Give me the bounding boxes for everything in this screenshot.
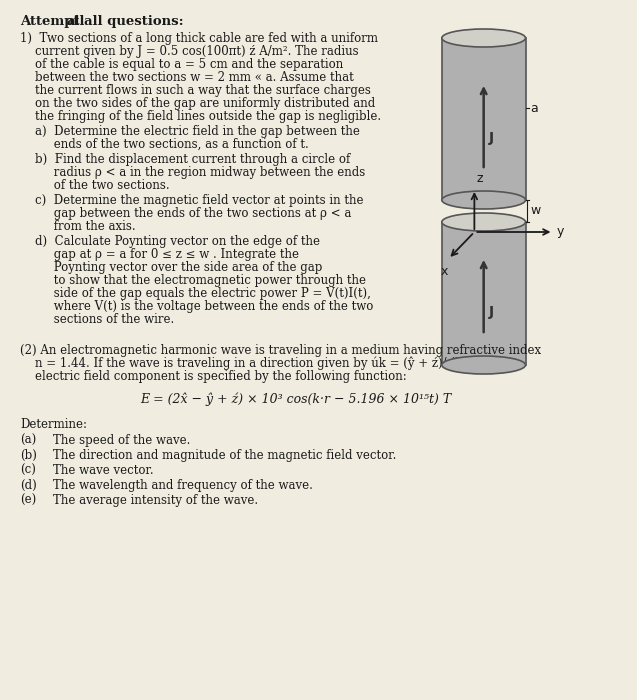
- Text: the fringing of the field lines outside the gap is negligible.: the fringing of the field lines outside …: [20, 110, 382, 123]
- Text: y: y: [556, 225, 564, 239]
- Text: from the axis.: from the axis.: [20, 220, 136, 233]
- Text: on the two sides of the gap are uniformly distributed and: on the two sides of the gap are uniforml…: [20, 97, 376, 110]
- Text: Poynting vector over the side area of the gap: Poynting vector over the side area of th…: [20, 261, 323, 274]
- Text: w: w: [530, 204, 540, 218]
- Text: The wavelength and frequency of the wave.: The wavelength and frequency of the wave…: [53, 479, 313, 492]
- Text: ends of the two sections, as a function of t.: ends of the two sections, as a function …: [20, 138, 309, 151]
- Text: The wave vector.: The wave vector.: [53, 464, 154, 477]
- Text: The direction and magnitude of the magnetic field vector.: The direction and magnitude of the magne…: [53, 449, 396, 462]
- Text: (b): (b): [20, 449, 38, 462]
- Text: side of the gap equals the electric power P = V(t)I(t),: side of the gap equals the electric powe…: [20, 287, 371, 300]
- Text: between the two sections w = 2 mm « a. Assume that: between the two sections w = 2 mm « a. A…: [20, 71, 354, 84]
- Text: The speed of the wave.: The speed of the wave.: [53, 434, 190, 447]
- Text: of the cable is equal to a = 5 cm and the separation: of the cable is equal to a = 5 cm and th…: [20, 58, 344, 71]
- Text: The average intensity of the wave.: The average intensity of the wave.: [53, 494, 258, 507]
- Text: (2) An electromagnetic harmonic wave is traveling in a medium having refractive : (2) An electromagnetic harmonic wave is …: [20, 344, 541, 357]
- Text: Attempt all questions:: Attempt all questions:: [20, 15, 184, 28]
- Text: J: J: [489, 305, 494, 319]
- Text: z: z: [476, 172, 483, 185]
- Text: b)  Find the displacement current through a circle of: b) Find the displacement current through…: [20, 153, 351, 166]
- Text: d)  Calculate Poynting vector on the edge of the: d) Calculate Poynting vector on the edge…: [20, 235, 320, 248]
- Text: gap at ρ = a for 0 ≤ z ≤ w . Integrate the: gap at ρ = a for 0 ≤ z ≤ w . Integrate t…: [20, 248, 299, 261]
- Text: where V(t) is the voltage between the ends of the two: where V(t) is the voltage between the en…: [20, 300, 374, 313]
- Text: all: all: [67, 15, 85, 28]
- Text: Determine:: Determine:: [20, 418, 87, 431]
- Text: sections of the wire.: sections of the wire.: [20, 313, 175, 326]
- Text: J: J: [489, 131, 494, 145]
- Text: (a): (a): [20, 434, 37, 447]
- Text: gap between the ends of the two sections at ρ < a: gap between the ends of the two sections…: [20, 207, 352, 220]
- Text: electric field component is specified by the following function:: electric field component is specified by…: [20, 370, 407, 383]
- Bar: [442, 222, 526, 365]
- Ellipse shape: [442, 191, 526, 209]
- Text: of the two sections.: of the two sections.: [20, 179, 170, 192]
- Text: x: x: [441, 265, 448, 278]
- Text: a)  Determine the electric field in the gap between the: a) Determine the electric field in the g…: [20, 125, 361, 138]
- Bar: [442, 38, 526, 200]
- Text: E = (2x̂ − ŷ + ź) × 10³ cos(k·r − 5.196 × 10¹⁵t) T: E = (2x̂ − ŷ + ź) × 10³ cos(k·r − 5.196 …: [140, 393, 452, 407]
- Text: (e): (e): [20, 494, 37, 507]
- Ellipse shape: [442, 356, 526, 374]
- Text: n = 1.44. If the wave is traveling in a direction given by úk = (ŷ + ź)/√2, and : n = 1.44. If the wave is traveling in a …: [20, 357, 510, 370]
- Text: radius ρ < a in the region midway between the ends: radius ρ < a in the region midway betwee…: [20, 166, 366, 179]
- Text: to show that the electromagnetic power through the: to show that the electromagnetic power t…: [20, 274, 366, 287]
- Text: a: a: [530, 102, 538, 115]
- Text: 1)  Two sections of a long thick cable are fed with a uniform: 1) Two sections of a long thick cable ar…: [20, 32, 378, 45]
- Text: c)  Determine the magnetic field vector at points in the: c) Determine the magnetic field vector a…: [20, 194, 364, 207]
- Text: (c): (c): [20, 464, 36, 477]
- Ellipse shape: [442, 29, 526, 47]
- Text: (d): (d): [20, 479, 37, 492]
- Text: current given by J = 0.5 cos(100πt) ź A/m². The radius: current given by J = 0.5 cos(100πt) ź A/…: [20, 45, 359, 58]
- Text: the current flows in such a way that the surface charges: the current flows in such a way that the…: [20, 84, 371, 97]
- Ellipse shape: [442, 213, 526, 231]
